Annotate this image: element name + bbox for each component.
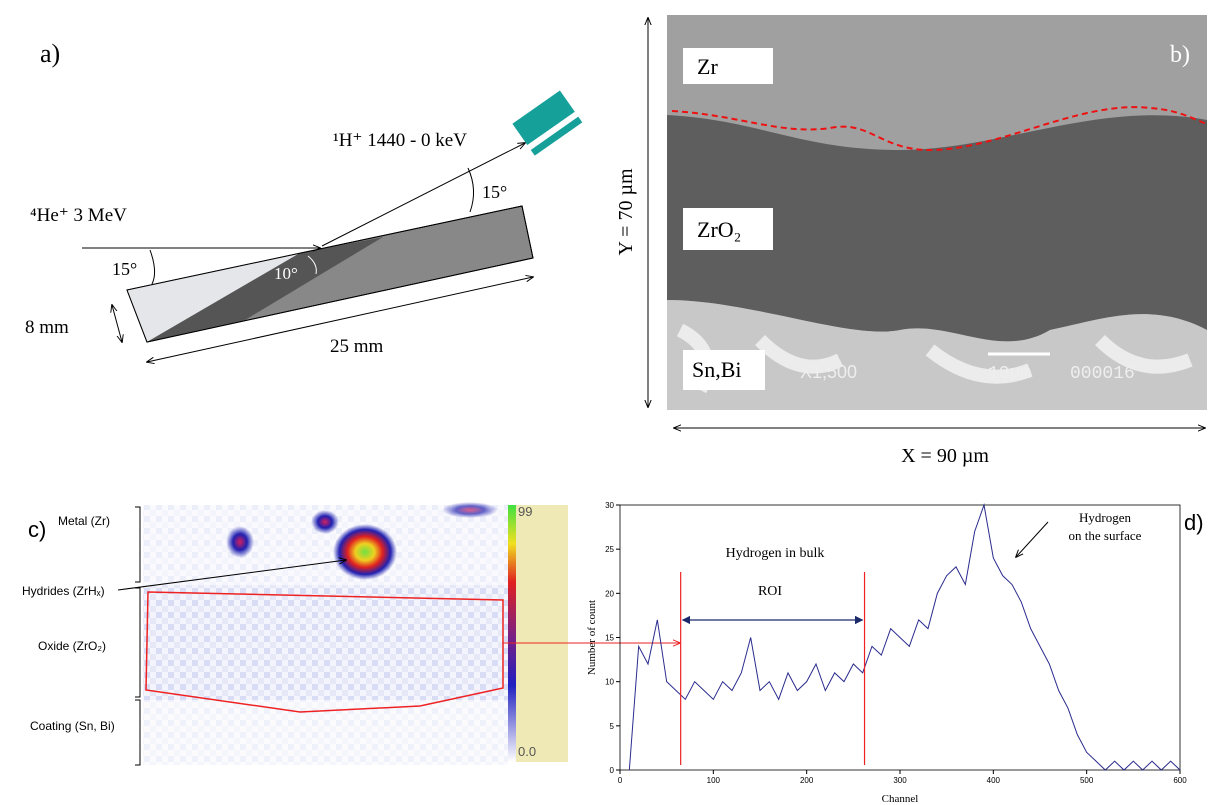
bracket [135, 506, 141, 766]
hotspot [442, 502, 498, 518]
oxide-layer [667, 115, 1207, 342]
annotation-arrow [1016, 521, 1049, 557]
layer-label: Coating (Sn, Bi) [30, 719, 115, 733]
panel-label: d) [1184, 510, 1204, 535]
layer-label: Oxide (ZrO₂) [38, 639, 106, 653]
y-axis-label: Number of count [586, 600, 598, 675]
beam-out [321, 143, 525, 247]
colorbar [508, 505, 516, 762]
panel-label: a) [40, 39, 60, 68]
x-tick-label: 400 [987, 776, 1001, 785]
angle-arc [307, 255, 317, 275]
x-tick-label: 300 [893, 776, 907, 785]
annotation: ROI [758, 584, 782, 599]
label: 15° [482, 182, 507, 202]
sem-text: 10µm [988, 364, 1031, 384]
label-box [683, 350, 765, 390]
label: Y = 70 µm [615, 168, 637, 256]
panel-label: c) [28, 517, 46, 542]
colorbar-label: 99 [518, 504, 532, 519]
y-tick-label: 25 [605, 545, 614, 554]
label-box [683, 208, 773, 250]
dim-arrow [147, 277, 533, 362]
data-line [628, 503, 1181, 771]
heatmap-shade [143, 700, 508, 765]
label: 10° [274, 264, 298, 283]
hotspot [226, 526, 254, 558]
dim-arrow [112, 305, 122, 342]
panel-label: b) [1170, 42, 1190, 68]
label: Sn,Bi [692, 357, 742, 382]
sem-text: X1,500 [800, 362, 857, 382]
panel-b: Zr ZrO₂ Sn,Bi b) X1,500 10µm 000016 Y = … [615, 15, 1208, 467]
layer-label: Hydrides (ZrHₓ) [22, 584, 105, 598]
x-tick-label: 600 [1173, 776, 1187, 785]
pointer-arrow [117, 560, 346, 591]
label: X = 90 µm [901, 445, 989, 467]
interface-line [671, 106, 1208, 152]
x-tick-label: 0 [618, 776, 623, 785]
y-tick-label: 30 [605, 501, 614, 510]
label: 15° [112, 259, 137, 279]
colorbar-bg [516, 505, 568, 762]
x-tick-label: 200 [800, 776, 814, 785]
sample-outline [126, 205, 534, 343]
y-tick-label: 20 [605, 589, 614, 598]
label: ⁴He⁺ 3 MeV [30, 205, 127, 226]
annotation: on the surface [1069, 528, 1142, 543]
label: Zr [697, 54, 718, 79]
x-axis-label: Channel [882, 793, 919, 805]
annotation: Hydrogen [1079, 510, 1131, 525]
label: 8 mm [25, 317, 69, 338]
layer-label: Metal (Zr) [58, 514, 110, 528]
roi-outline [145, 591, 504, 713]
x-tick-label: 100 [707, 776, 721, 785]
panel-a: a) ¹H⁺ 1440 - 0 keV ⁴He⁺ 3 MeV 15° 15° 1… [25, 39, 583, 362]
label: 25 mm [330, 336, 384, 357]
y-tick-label: 15 [605, 634, 614, 643]
detector [512, 90, 583, 156]
y-tick-label: 0 [610, 766, 615, 775]
angle-arc [467, 167, 474, 213]
angle-arc [149, 249, 156, 285]
hotspot [333, 524, 397, 580]
y-tick-label: 10 [605, 678, 614, 687]
panel-d: 0 100 200 300 400 500 600 0 5 10 15 20 25 30 Channel Nu… [586, 501, 1204, 805]
panel-c: c) 99 0.0 Metal (Zr) Hydrides (ZrHₓ) Oxi… [22, 502, 680, 766]
label: ZrO₂ [697, 217, 741, 242]
y-tick-label: 5 [610, 722, 615, 731]
sem-text: 000016 [1070, 364, 1135, 384]
label-box [683, 48, 773, 84]
label: ¹H⁺ 1440 - 0 keV [333, 130, 467, 151]
annotation: Hydrogen in bulk [726, 546, 825, 561]
x-tick-label: 500 [1080, 776, 1094, 785]
hotspot [311, 510, 339, 534]
colorbar-label: 0.0 [518, 744, 536, 759]
